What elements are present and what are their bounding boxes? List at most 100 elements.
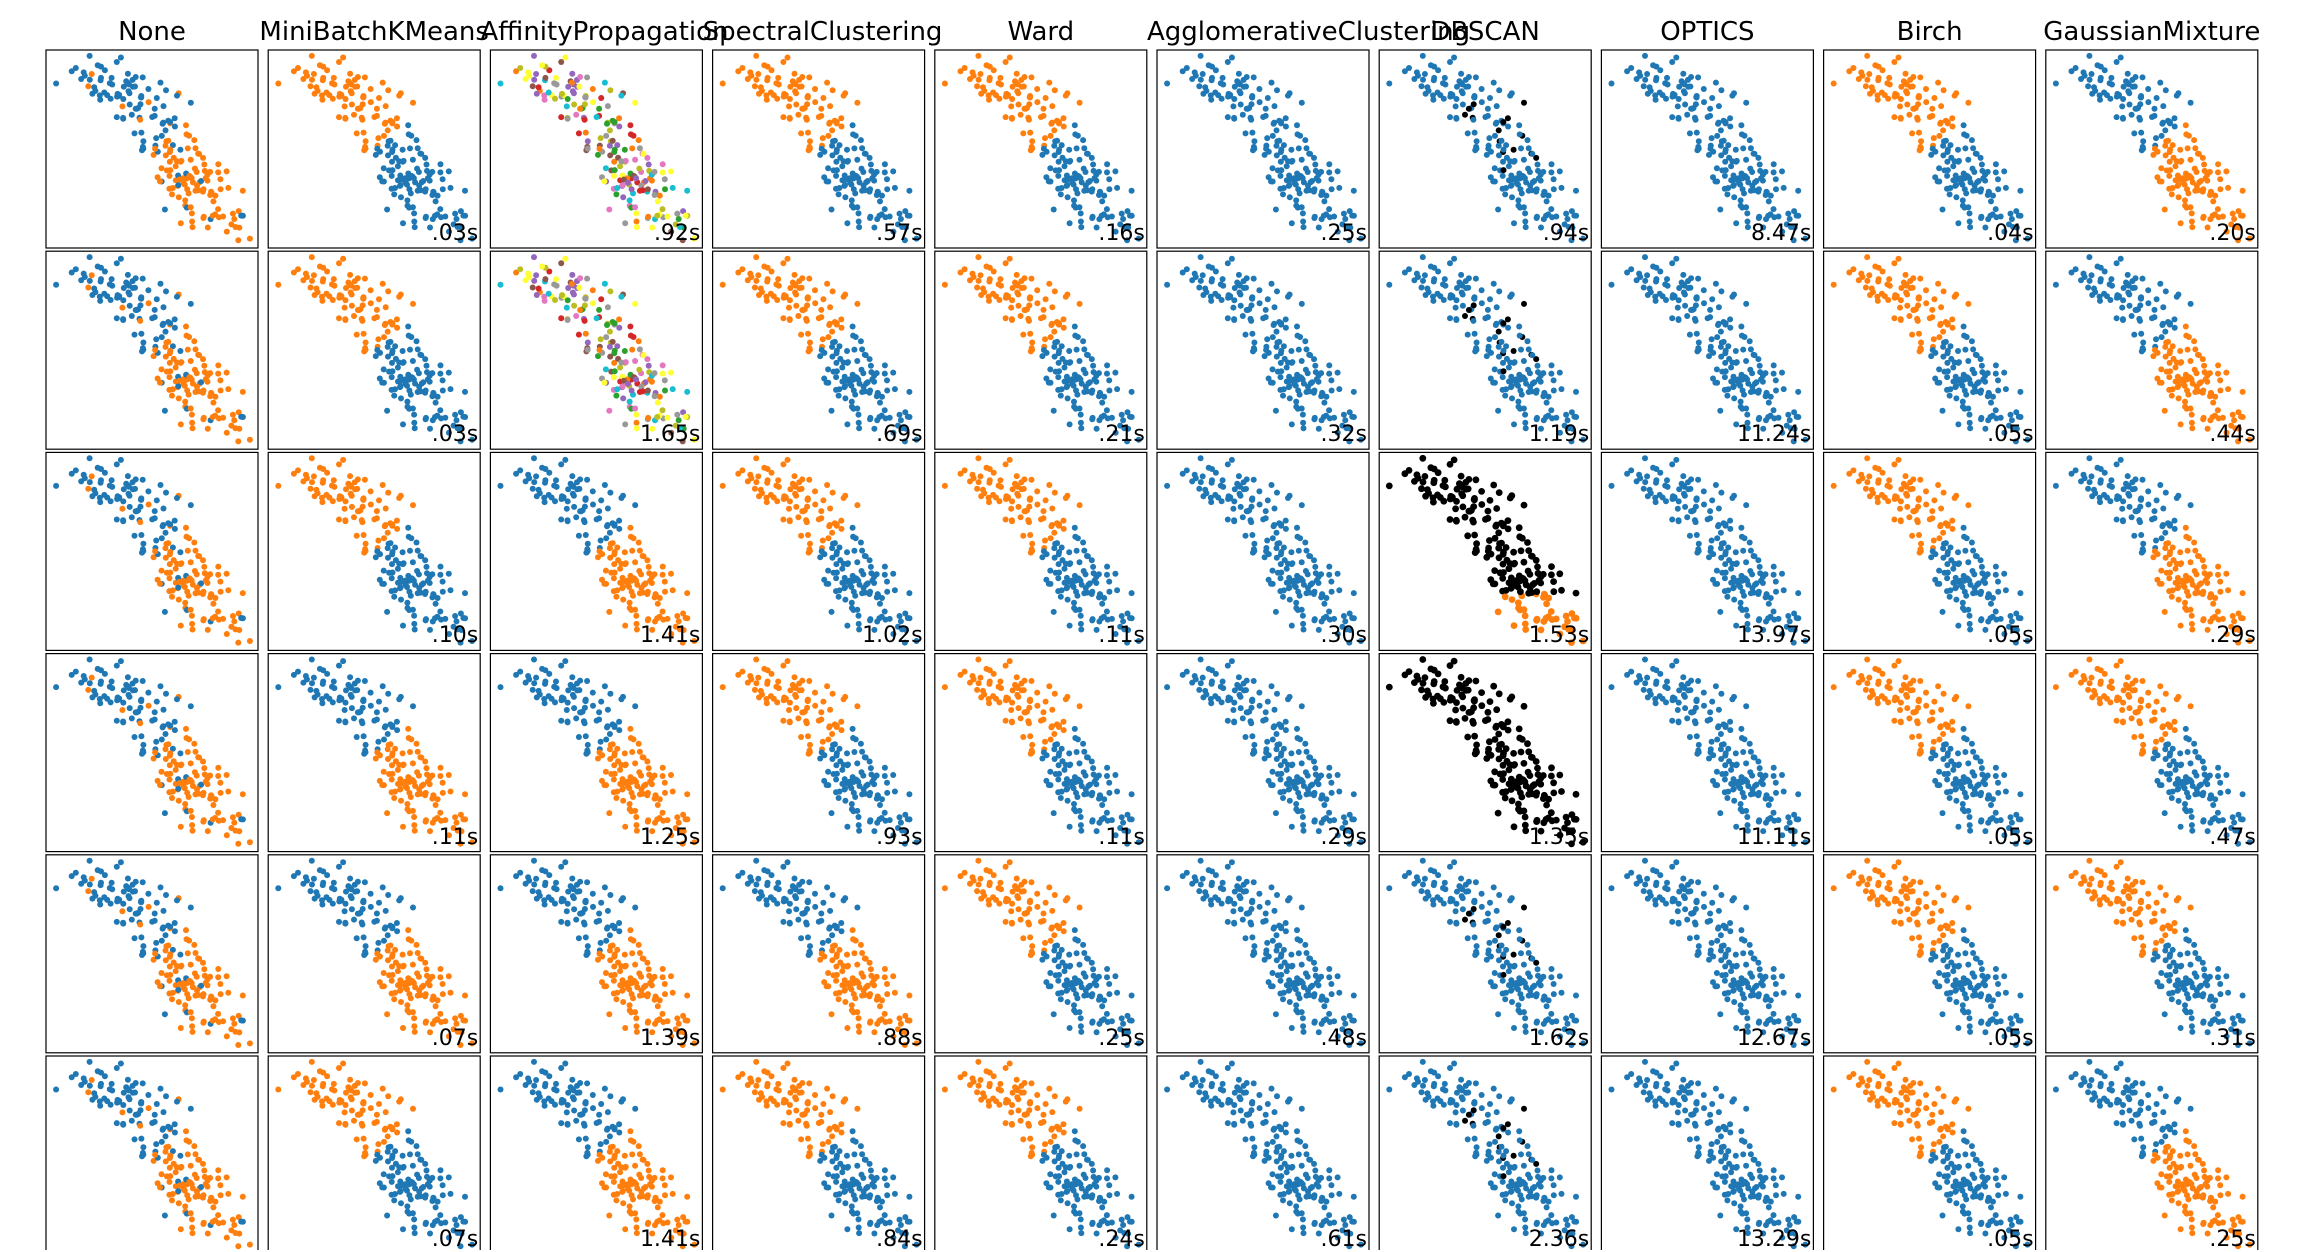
scatter-point <box>89 90 96 97</box>
scatter-point <box>145 501 152 508</box>
scatter-point <box>101 89 108 96</box>
scatter-point <box>833 569 840 576</box>
scatter-point <box>159 120 166 127</box>
scatter-point <box>177 421 184 428</box>
scatter-point <box>2171 123 2178 130</box>
scatter-point <box>633 376 640 383</box>
scatter-point <box>1099 600 1106 607</box>
scatter-point <box>2214 206 2221 213</box>
scatter-point <box>1026 317 1032 324</box>
scatter-point <box>204 177 211 184</box>
scatter-point <box>611 569 618 576</box>
scatter-point <box>80 471 87 478</box>
scatter-point <box>980 285 986 292</box>
scatter-point <box>576 83 583 90</box>
scatter-point <box>847 380 854 387</box>
scatter-point <box>859 346 866 353</box>
scatter-point <box>632 358 639 364</box>
scatter-point <box>627 524 634 531</box>
scatter-point <box>201 362 208 369</box>
scatter-point <box>1471 295 1478 302</box>
scatter-point <box>1093 378 1100 385</box>
scatter-point <box>1047 366 1054 373</box>
scatter-point <box>167 119 174 125</box>
scatter-point <box>1926 315 1933 322</box>
scatter-point <box>1729 158 1736 165</box>
scatter-point <box>531 455 537 462</box>
scatter-point <box>454 224 461 230</box>
scatter-point <box>177 220 184 227</box>
scatter-point <box>1251 339 1258 346</box>
scatter-point <box>319 96 326 103</box>
scatter-point <box>833 368 840 375</box>
scatter-point <box>649 224 656 231</box>
scatter-point <box>618 359 625 366</box>
scatter-point <box>873 571 880 578</box>
scatter-point <box>138 94 145 101</box>
scatter-point <box>2137 317 2143 324</box>
scatter-point <box>577 275 584 282</box>
scatter-point <box>1243 275 1250 282</box>
scatter-point <box>86 455 93 462</box>
scatter-point <box>1243 105 1250 112</box>
scatter-point <box>388 374 395 381</box>
scatter-point <box>755 272 762 279</box>
scatter-point <box>225 587 232 594</box>
scatter-point <box>1340 411 1347 418</box>
scatter-point <box>1340 210 1347 217</box>
scatter-point <box>1264 135 1271 142</box>
scatter-point <box>791 79 798 86</box>
scatter-point <box>1892 292 1899 299</box>
scatter-point <box>1923 86 1929 92</box>
scatter-point <box>862 589 868 596</box>
scatter-point <box>604 505 611 512</box>
scatter-point <box>1744 376 1751 383</box>
scatter-point <box>410 175 417 182</box>
scatter-point <box>1717 127 1724 134</box>
scatter-point <box>828 407 835 414</box>
scatter-point <box>774 498 781 505</box>
scatter-point <box>969 270 976 277</box>
scatter-point <box>2184 145 2191 152</box>
scatter-point <box>2184 186 2190 193</box>
scatter-point <box>1962 346 1969 353</box>
scatter-point <box>2107 95 2114 102</box>
scatter-point <box>307 284 314 291</box>
scatter-point <box>429 571 436 578</box>
scatter-point <box>1891 260 1898 267</box>
scatter-point <box>806 346 813 353</box>
scatter-point <box>275 80 282 87</box>
scatter-point <box>820 296 827 303</box>
scatter-point <box>854 156 861 163</box>
scatter-point <box>1299 411 1306 418</box>
scatter-point <box>1571 413 1578 420</box>
scatter-point <box>1663 95 1669 102</box>
scatter-point <box>157 482 164 488</box>
scatter-point <box>2117 255 2124 262</box>
scatter-point <box>423 362 430 369</box>
scatter-point <box>1929 306 1936 313</box>
scatter-point <box>113 315 120 322</box>
scatter-point <box>145 86 152 92</box>
subplot-frame <box>2045 49 2259 249</box>
scatter-point <box>1065 176 1072 183</box>
scatter-point <box>184 387 191 394</box>
scatter-point <box>330 74 337 81</box>
scatter-point <box>1498 137 1505 144</box>
scatter-point <box>1164 281 1171 288</box>
scatter-point <box>1060 316 1067 323</box>
scatter-point <box>1495 328 1502 335</box>
scatter-point <box>787 285 794 291</box>
scatter-point <box>1305 182 1311 189</box>
scatter-point <box>1224 315 1231 322</box>
scatter-point <box>1307 150 1314 157</box>
scatter-point <box>162 554 169 561</box>
scatter-point <box>1521 376 1528 383</box>
scatter-point <box>1386 281 1393 288</box>
scatter-point <box>1674 304 1681 311</box>
scatter-point <box>1320 414 1327 420</box>
scatter-point <box>784 54 791 61</box>
scatter-point <box>1121 224 1128 230</box>
scatter-point <box>1944 172 1951 179</box>
scatter-point <box>159 322 166 328</box>
